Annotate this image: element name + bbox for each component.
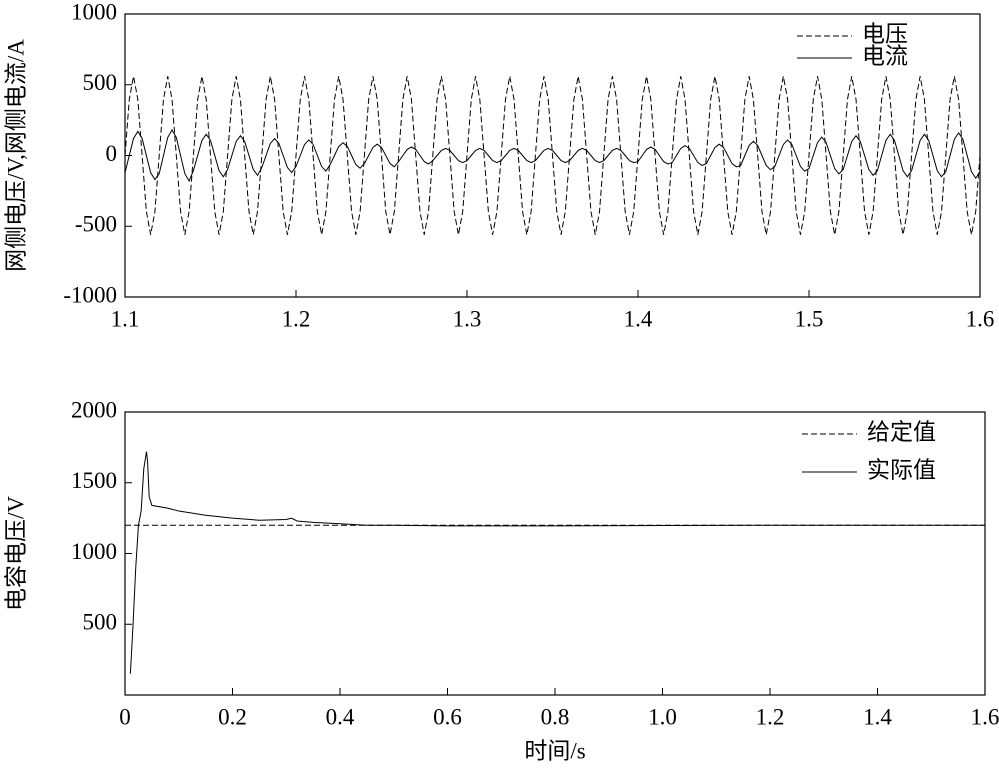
x-tick-label: 0.8 xyxy=(541,704,570,729)
x-tick-label: 1.2 xyxy=(756,704,785,729)
x-tick-label: 1.6 xyxy=(966,306,995,331)
x-tick-label: 1.6 xyxy=(971,704,999,729)
series-line xyxy=(124,76,981,235)
plot-frame xyxy=(124,411,986,696)
x-tick-label: 0 xyxy=(119,704,131,729)
legend-label: 实际值 xyxy=(867,457,936,482)
legend-label: 电压 xyxy=(862,21,908,46)
x-tick-label: 1.4 xyxy=(863,704,892,729)
x-axis-label: 时间/s xyxy=(524,738,585,763)
x-tick-label: 1.1 xyxy=(111,306,140,331)
y-tick-label: -1000 xyxy=(63,282,117,307)
x-tick-label: 1.4 xyxy=(624,306,653,331)
y-tick-label: 1000 xyxy=(71,539,117,564)
y-tick-label: 500 xyxy=(83,610,118,635)
y-axis-label: 电容电压/V xyxy=(3,496,28,611)
x-tick-label: 1.5 xyxy=(795,306,824,331)
series-line xyxy=(129,451,985,674)
x-tick-label: 1.0 xyxy=(648,704,677,729)
y-tick-label: 1000 xyxy=(71,0,117,24)
x-tick-label: 0.2 xyxy=(218,704,247,729)
y-tick-label: 2000 xyxy=(71,397,117,422)
x-tick-label: 1.2 xyxy=(282,306,311,331)
y-tick-label: 0 xyxy=(106,141,118,166)
y-tick-label: 500 xyxy=(83,70,118,95)
x-tick-label: 1.3 xyxy=(453,306,482,331)
y-tick-label: -500 xyxy=(75,212,117,237)
y-axis-label: 网侧电压/V,网侧电流/A xyxy=(3,39,28,272)
legend-label: 电流 xyxy=(862,43,908,68)
series-line xyxy=(124,129,981,183)
x-tick-label: 0.4 xyxy=(326,704,355,729)
x-tick-label: 0.6 xyxy=(433,704,462,729)
y-tick-label: 1500 xyxy=(71,468,117,493)
legend-label: 给定值 xyxy=(867,419,936,444)
